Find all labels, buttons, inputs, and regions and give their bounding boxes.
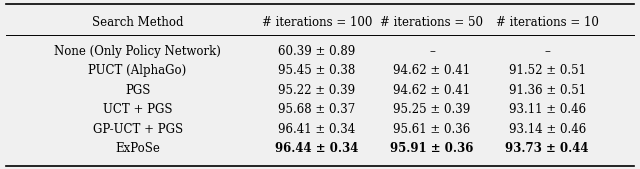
Text: 95.61 ± 0.36: 95.61 ± 0.36 [394, 123, 470, 136]
Text: 94.62 ± 0.41: 94.62 ± 0.41 [394, 65, 470, 77]
Text: 93.11 ± 0.46: 93.11 ± 0.46 [509, 103, 586, 116]
Text: Search Method: Search Method [92, 16, 183, 29]
Text: # iterations = 50: # iterations = 50 [381, 16, 483, 29]
Text: 95.91 ± 0.36: 95.91 ± 0.36 [390, 142, 474, 155]
Text: 95.68 ± 0.37: 95.68 ± 0.37 [278, 103, 355, 116]
Text: 95.45 ± 0.38: 95.45 ± 0.38 [278, 65, 355, 77]
Text: –: – [544, 45, 550, 58]
Text: –: – [429, 45, 435, 58]
Text: PGS: PGS [125, 84, 150, 97]
Text: 96.41 ± 0.34: 96.41 ± 0.34 [278, 123, 355, 136]
Text: 93.73 ± 0.44: 93.73 ± 0.44 [506, 142, 589, 155]
Text: 95.25 ± 0.39: 95.25 ± 0.39 [394, 103, 470, 116]
Text: UCT + PGS: UCT + PGS [103, 103, 172, 116]
Text: ExPoSe: ExPoSe [115, 142, 160, 155]
Text: 60.39 ± 0.89: 60.39 ± 0.89 [278, 45, 355, 58]
Text: 96.44 ± 0.34: 96.44 ± 0.34 [275, 142, 358, 155]
Text: 93.14 ± 0.46: 93.14 ± 0.46 [509, 123, 586, 136]
Text: PUCT (AlphaGo): PUCT (AlphaGo) [88, 65, 187, 77]
Text: GP-UCT + PGS: GP-UCT + PGS [93, 123, 182, 136]
Text: None (Only Policy Network): None (Only Policy Network) [54, 45, 221, 58]
Text: 94.62 ± 0.41: 94.62 ± 0.41 [394, 84, 470, 97]
Text: 91.36 ± 0.51: 91.36 ± 0.51 [509, 84, 586, 97]
Text: 91.52 ± 0.51: 91.52 ± 0.51 [509, 65, 586, 77]
Text: # iterations = 100: # iterations = 100 [262, 16, 372, 29]
Text: # iterations = 10: # iterations = 10 [496, 16, 598, 29]
Text: 95.22 ± 0.39: 95.22 ± 0.39 [278, 84, 355, 97]
